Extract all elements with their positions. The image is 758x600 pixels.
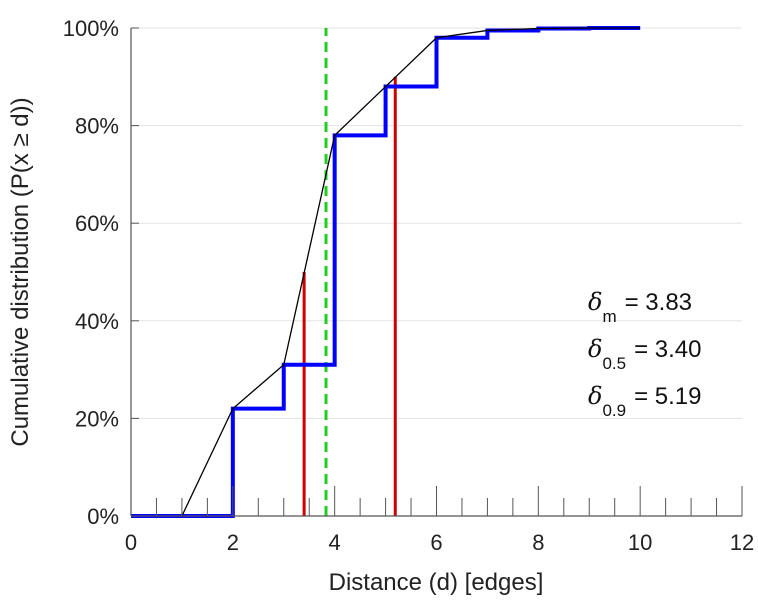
x-tick-label: 0 bbox=[125, 530, 137, 555]
statistic-annotation: δ0.9 = 5.19 bbox=[588, 382, 702, 420]
axes bbox=[130, 27, 743, 517]
statistic-subscript: 0.5 bbox=[602, 354, 626, 373]
x-tick-label: 8 bbox=[532, 530, 544, 555]
x-tick-label: 4 bbox=[329, 530, 341, 555]
y-axis-label: Cumulative distribution (P(x ≥ d)) bbox=[7, 97, 34, 446]
cdf-step-series bbox=[131, 26, 641, 518]
grid-lines bbox=[131, 27, 742, 419]
x-tick-label: 2 bbox=[227, 530, 239, 555]
y-tick-label: 100% bbox=[63, 16, 119, 41]
statistic-value: = 5.19 bbox=[634, 383, 701, 410]
statistic-value: = 3.40 bbox=[634, 336, 701, 363]
statistic-subscript: 0.9 bbox=[602, 401, 626, 420]
cdf-interpolated-series bbox=[181, 27, 641, 517]
delta-symbol: δ bbox=[588, 382, 602, 410]
y-tick-label: 80% bbox=[75, 114, 119, 139]
x-tick-label: 12 bbox=[730, 530, 754, 555]
statistic-subscript: m bbox=[602, 307, 616, 326]
x-axis-label: Distance (d) [edges] bbox=[329, 569, 544, 596]
delta-symbol: δ bbox=[588, 288, 602, 316]
statistic-markers bbox=[302, 28, 397, 516]
y-tick-label: 0% bbox=[87, 504, 119, 529]
y-tick-label: 40% bbox=[75, 309, 119, 334]
statistic-annotation: δ0.5 = 3.40 bbox=[588, 335, 702, 373]
y-tick-label: 20% bbox=[75, 406, 119, 431]
data-series bbox=[131, 26, 641, 518]
x-tick-label: 6 bbox=[430, 530, 442, 555]
delta-symbol: δ bbox=[588, 335, 602, 363]
y-tick-label: 60% bbox=[75, 211, 119, 236]
x-tick-label: 10 bbox=[628, 530, 652, 555]
statistic-annotation: δm = 3.83 bbox=[588, 288, 692, 326]
tick-labels: 0 2 4 6 8 10 12 0% 20% 40% 60% 80% 100% bbox=[63, 16, 755, 555]
statistic-value: = 3.83 bbox=[625, 289, 692, 316]
